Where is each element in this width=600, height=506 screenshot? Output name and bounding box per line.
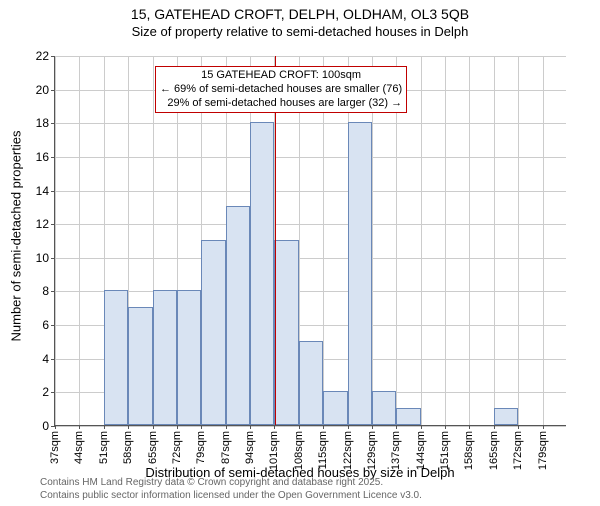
xtick-mark [226,425,227,429]
callout-box: 15 GATEHEAD CROFT: 100sqm← 69% of semi-d… [155,66,407,113]
xtick-mark [153,425,154,429]
page-title-line1: 15, GATEHEAD CROFT, DELPH, OLDHAM, OL3 5… [0,6,600,22]
ytick-label: 18 [25,116,49,130]
ytick-label: 0 [25,419,49,433]
ytick-label: 16 [25,150,49,164]
gridline-h [55,426,566,427]
xtick-mark [201,425,202,429]
gridline-h [55,258,566,259]
xtick-label: 51sqm [98,431,110,464]
xtick-mark [128,425,129,429]
xtick-mark [543,425,544,429]
histogram-bar [104,290,128,425]
xtick-mark [494,425,495,429]
footer-line1: Contains HM Land Registry data © Crown c… [40,477,422,490]
xtick-mark [177,425,178,429]
ytick-label: 22 [25,49,49,63]
xtick-label: 87sqm [220,431,232,464]
ytick-label: 12 [25,217,49,231]
gridline-v [79,56,80,425]
histogram-bar [494,408,518,425]
chart-area: 024681012141618202237sqm44sqm51sqm58sqm6… [54,56,566,426]
histogram-bar [153,290,177,425]
histogram-bar [250,122,274,425]
histogram-bar [201,240,225,425]
histogram-bar [348,122,372,425]
gridline-h [55,224,566,225]
histogram-bar [372,391,396,425]
ytick-label: 14 [25,184,49,198]
xtick-mark [348,425,349,429]
xtick-mark [396,425,397,429]
histogram-bar [274,240,298,425]
gridline-v [55,56,56,425]
footer-attribution: Contains HM Land Registry data © Crown c… [40,477,422,502]
histogram-bar [396,408,420,425]
ytick-label: 4 [25,352,49,366]
gridline-v [543,56,544,425]
xtick-mark [323,425,324,429]
xtick-label: 94sqm [244,431,256,464]
xtick-label: 44sqm [73,431,85,464]
xtick-mark [104,425,105,429]
xtick-mark [250,425,251,429]
footer-line2: Contains public sector information licen… [40,490,422,503]
xtick-mark [274,425,275,429]
histogram-bar [299,341,323,425]
plot-area: 024681012141618202237sqm44sqm51sqm58sqm6… [54,56,566,426]
gridline-h [55,56,566,57]
xtick-mark [421,425,422,429]
xtick-label: 115sqm [317,431,329,469]
page-title-line2: Size of property relative to semi-detach… [0,24,600,39]
xtick-mark [372,425,373,429]
xtick-label: 79sqm [195,431,207,464]
gridline-h [55,123,566,124]
ytick-label: 8 [25,284,49,298]
gridline-h [55,157,566,158]
histogram-bar [226,206,250,425]
callout-line: ← 69% of semi-detached houses are smalle… [160,83,402,97]
gridline-v [518,56,519,425]
histogram-bar [128,307,152,425]
histogram-bar [177,290,201,425]
gridline-h [55,291,566,292]
histogram-bar [323,391,347,425]
callout-line: 15 GATEHEAD CROFT: 100sqm [160,69,402,83]
ytick-label: 10 [25,251,49,265]
xtick-mark [299,425,300,429]
callout-line: 29% of semi-detached houses are larger (… [160,97,402,111]
xtick-label: 37sqm [49,431,61,464]
ytick-label: 6 [25,318,49,332]
xtick-label: 72sqm [171,431,183,464]
xtick-label: 58sqm [122,431,134,464]
gridline-v [469,56,470,425]
xtick-mark [469,425,470,429]
xtick-label: 65sqm [147,431,159,464]
xtick-mark [79,425,80,429]
y-axis-label: Number of semi-detached properties [9,131,24,342]
gridline-v [445,56,446,425]
xtick-mark [55,425,56,429]
ytick-label: 20 [25,83,49,97]
gridline-v [421,56,422,425]
xtick-mark [518,425,519,429]
gridline-h [55,191,566,192]
xtick-mark [445,425,446,429]
ytick-label: 2 [25,385,49,399]
gridline-v [494,56,495,425]
